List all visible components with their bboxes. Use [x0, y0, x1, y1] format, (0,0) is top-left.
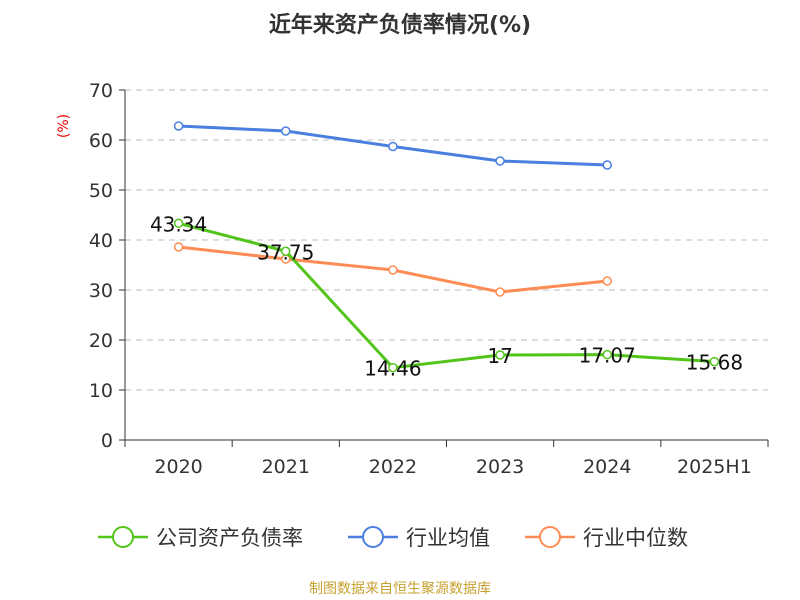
y-tick-label: 20 [89, 330, 113, 352]
y-tick-label: 50 [89, 180, 113, 202]
x-tick-label: 2022 [369, 456, 417, 478]
data-point[interactable] [281, 246, 291, 256]
data-label: 14.46 [364, 357, 421, 381]
y-tick-label: 10 [89, 380, 113, 402]
y-tick-label: 0 [101, 430, 113, 452]
data-point[interactable] [709, 356, 720, 367]
data-label: 43.34 [150, 212, 207, 236]
y-axis-label: (%) [56, 114, 72, 138]
legend-item[interactable]: 行业均值 [348, 526, 490, 550]
x-tick-label: 2025H1 [677, 456, 752, 478]
data-point[interactable] [602, 276, 612, 286]
series-line [178, 221, 715, 370]
y-tick-label: 70 [89, 80, 113, 102]
data-point[interactable] [602, 349, 612, 360]
legend-circle-icon [539, 526, 561, 548]
data-point[interactable] [173, 242, 184, 252]
source-note: 制图数据来自恒生聚源数据库 [309, 581, 491, 597]
legend-circle-icon [112, 526, 134, 548]
data-point[interactable] [495, 287, 505, 297]
x-tick-label: 2020 [154, 456, 202, 478]
y-tick-label: 40 [89, 230, 113, 252]
legend-label: 公司资产负债率 [156, 526, 303, 550]
y-tick-label: 60 [89, 130, 113, 152]
x-tick-label: 2023 [476, 456, 524, 478]
legend-label: 行业中位数 [583, 526, 688, 550]
data-point[interactable] [495, 350, 505, 360]
data-label: 17 [487, 344, 512, 368]
legend-label: 行业均值 [406, 526, 490, 550]
legend-item[interactable]: 行业中位数 [525, 526, 688, 550]
data-label: 17.07 [579, 344, 636, 368]
chart-title: 近年来资产负债率情况(%) [269, 12, 531, 38]
x-tick-label: 2024 [583, 456, 631, 478]
data-point[interactable] [281, 126, 291, 136]
data-point[interactable] [173, 218, 184, 229]
y-tick-label: 30 [89, 280, 113, 302]
legend-circle-icon [362, 526, 384, 548]
data-label: 37.75 [257, 240, 314, 264]
data-point[interactable] [602, 160, 612, 170]
legend-item[interactable]: 公司资产负债率 [98, 526, 303, 550]
data-point[interactable] [173, 121, 184, 131]
data-point[interactable] [388, 362, 398, 373]
data-label: 15.68 [686, 351, 743, 375]
data-point[interactable] [388, 265, 398, 275]
data-point[interactable] [388, 141, 398, 152]
data-point[interactable] [495, 156, 505, 166]
x-tick-label: 2021 [262, 456, 310, 478]
